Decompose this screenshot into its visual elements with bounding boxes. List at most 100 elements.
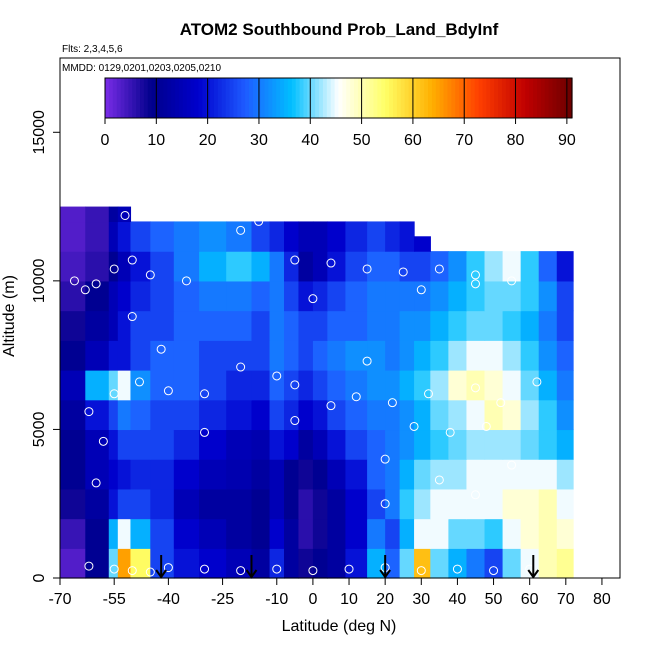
colorbar-swatch <box>463 78 468 118</box>
heat-cell <box>284 488 300 520</box>
colorbar-swatch <box>428 78 433 118</box>
heat-cell <box>199 370 227 401</box>
observation-marker <box>434 264 444 274</box>
colorbar-swatch <box>525 78 530 118</box>
heat-cell <box>298 251 314 282</box>
arrow-head <box>379 569 391 579</box>
heat-cell <box>269 221 285 252</box>
colorbar-swatch <box>276 78 281 118</box>
heat-cell <box>327 518 347 549</box>
heat-cell <box>538 399 558 431</box>
x-axis-title: Latitude (deg N) <box>282 618 397 635</box>
heat-cell <box>130 370 151 401</box>
heat-cell <box>484 340 504 371</box>
colorbar-swatch <box>202 78 207 118</box>
heat-cell <box>117 459 132 490</box>
heat-cell <box>312 399 328 431</box>
colorbar-swatch <box>178 78 184 118</box>
observation-marker <box>134 377 144 387</box>
observation-marker <box>532 377 542 387</box>
heat-cell <box>85 459 110 490</box>
heat-cell <box>327 548 347 579</box>
heat-cell <box>130 399 151 431</box>
heat-cell <box>430 488 449 520</box>
heat-cell <box>520 399 540 431</box>
colorbar-swatch <box>385 78 390 118</box>
colorbar-swatch <box>533 78 538 118</box>
colorbar-tick-label: 10 <box>147 132 165 149</box>
heat-cell <box>60 251 86 282</box>
observation-marker <box>362 264 372 274</box>
heat-cell <box>117 280 132 312</box>
heat-cell <box>117 340 132 371</box>
heat-cell <box>520 429 540 460</box>
heat-cell <box>327 370 347 401</box>
observation-marker <box>470 383 480 393</box>
heat-cell <box>251 518 271 549</box>
x-tick-label: -40 <box>157 591 180 608</box>
colorbar-swatch <box>412 78 417 118</box>
heat-cell <box>199 399 227 431</box>
colorbar-swatch <box>190 78 196 118</box>
heat-cell <box>414 280 431 312</box>
heat-cell <box>173 280 200 312</box>
heat-cell <box>298 280 314 312</box>
heat-cell <box>130 340 151 371</box>
heat-cell <box>327 280 347 312</box>
heat-cell <box>556 370 574 401</box>
heat-cell <box>60 206 86 223</box>
heat-cell <box>269 429 285 460</box>
dates-note: MMDD: 0129,0201,0203,0205,0210 <box>62 63 221 74</box>
heat-cell <box>298 548 314 579</box>
heat-cell <box>448 459 468 490</box>
observation-marker <box>91 279 101 289</box>
heat-cell <box>60 429 86 460</box>
heat-cell <box>130 310 151 341</box>
heat-cell <box>466 518 486 549</box>
colorbar-swatch <box>517 78 523 118</box>
colorbar-swatch <box>268 78 273 118</box>
heat-cell <box>414 251 431 282</box>
heat-cell <box>85 488 110 520</box>
heat-cell <box>251 340 271 371</box>
heat-cell <box>85 280 110 312</box>
heat-cell <box>199 280 227 312</box>
heat-cell <box>298 221 314 252</box>
heat-cell <box>284 459 300 490</box>
heat-cell <box>466 340 486 371</box>
heat-cell <box>520 310 540 341</box>
colorbar-swatch <box>400 78 406 118</box>
heat-cell <box>385 340 401 371</box>
colorbar-swatch <box>466 78 472 118</box>
heat-cell <box>298 310 314 341</box>
colorbar-swatch <box>287 78 293 118</box>
observation-marker <box>254 216 264 226</box>
heat-cell <box>130 429 151 460</box>
colorbar-swatch <box>459 78 464 118</box>
colorbar-swatch <box>105 78 110 118</box>
colorbar-tick-label: 80 <box>507 132 525 149</box>
colorbar-swatch <box>455 78 460 118</box>
heat-cell <box>251 280 271 312</box>
heat-cell <box>385 221 401 252</box>
colorbar-swatch <box>501 78 507 118</box>
colorbar-swatch <box>482 78 487 118</box>
colorbar-swatch <box>260 78 266 118</box>
heat-cell <box>117 429 132 460</box>
heat-cell <box>60 459 86 490</box>
observation-marker <box>163 563 173 573</box>
colorbar-swatch <box>124 78 129 118</box>
heat-cell <box>269 310 285 341</box>
heat-cell <box>226 459 253 490</box>
observation-marker <box>507 460 517 470</box>
heat-cell <box>345 251 368 282</box>
heat-cell <box>173 548 200 579</box>
observation-marker <box>398 267 408 277</box>
colorbar-swatch <box>213 78 219 118</box>
observation-marker <box>344 564 354 574</box>
colorbar-swatch <box>159 78 164 118</box>
colorbar-swatch <box>357 78 363 118</box>
heat-cell <box>117 399 132 431</box>
heat-cell <box>367 459 386 490</box>
y-tick-label: 10000 <box>31 259 48 304</box>
